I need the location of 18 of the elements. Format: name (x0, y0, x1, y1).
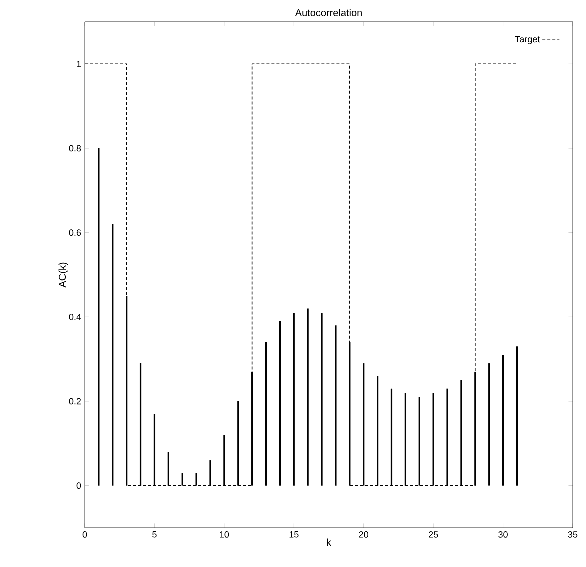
x-tick-label: 35 (568, 532, 578, 538)
x-tick-label: 30 (498, 532, 508, 538)
x-tick-label: 15 (290, 532, 299, 538)
chart-title: Autocorrelation (295, 9, 362, 16)
x-tick-label: 20 (359, 532, 369, 538)
x-tick-label: 10 (220, 532, 230, 538)
x-axis-title: k (327, 538, 332, 546)
y-tick-label: 0.8 (69, 145, 82, 152)
x-tick-label: 25 (429, 532, 438, 538)
y-axis-title: AC(k) (58, 262, 68, 288)
y-tick-label: 0.4 (69, 314, 82, 320)
y-tick-label: 0.2 (69, 398, 82, 405)
legend-label: Target (515, 36, 540, 44)
y-tick-label: 1 (77, 61, 82, 68)
y-tick-label: 0 (76, 482, 82, 490)
x-tick-label: 5 (152, 532, 157, 538)
y-tick-label: 0.6 (69, 230, 82, 236)
x-tick-label: 0 (82, 532, 88, 538)
